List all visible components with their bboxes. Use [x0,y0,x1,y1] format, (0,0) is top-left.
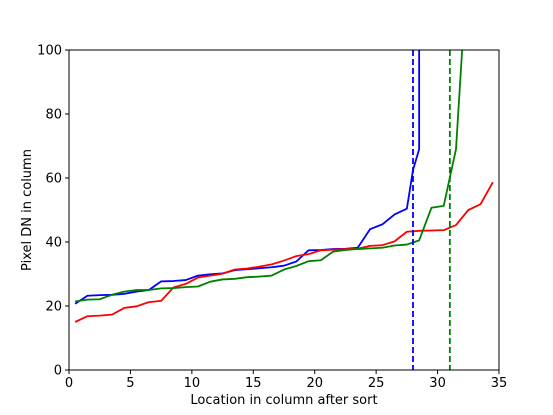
x-axis-label: Location in column after sort [190,393,377,408]
series-line-1 [74,50,421,305]
x-tick-label: 20 [306,376,323,391]
x-tick-label: 25 [368,376,385,391]
y-tick-label: 20 [45,300,62,315]
series-line-2 [74,181,494,323]
y-tick-label: 0 [54,364,62,379]
y-tick-label: 80 [45,108,62,123]
series-layer [74,50,494,323]
y-ticks: 0 20 40 60 80 100 [37,44,69,379]
y-axis-label: Pixel DN in column [20,149,35,271]
x-ticks: 0 5 10 15 20 25 30 35 [65,370,507,391]
x-tick-label: 5 [126,376,134,391]
series-line-3 [75,50,464,303]
x-tick-label: 0 [65,376,73,391]
vline-layer [412,50,451,370]
x-tick-label: 10 [184,376,201,391]
x-tick-label: 15 [245,376,262,391]
y-tick-label: 100 [37,44,62,59]
x-tick-label: 35 [491,376,508,391]
y-tick-label: 40 [45,236,62,251]
x-tick-label: 30 [429,376,446,391]
y-tick-label: 60 [45,172,62,187]
plot-frame [68,49,500,371]
